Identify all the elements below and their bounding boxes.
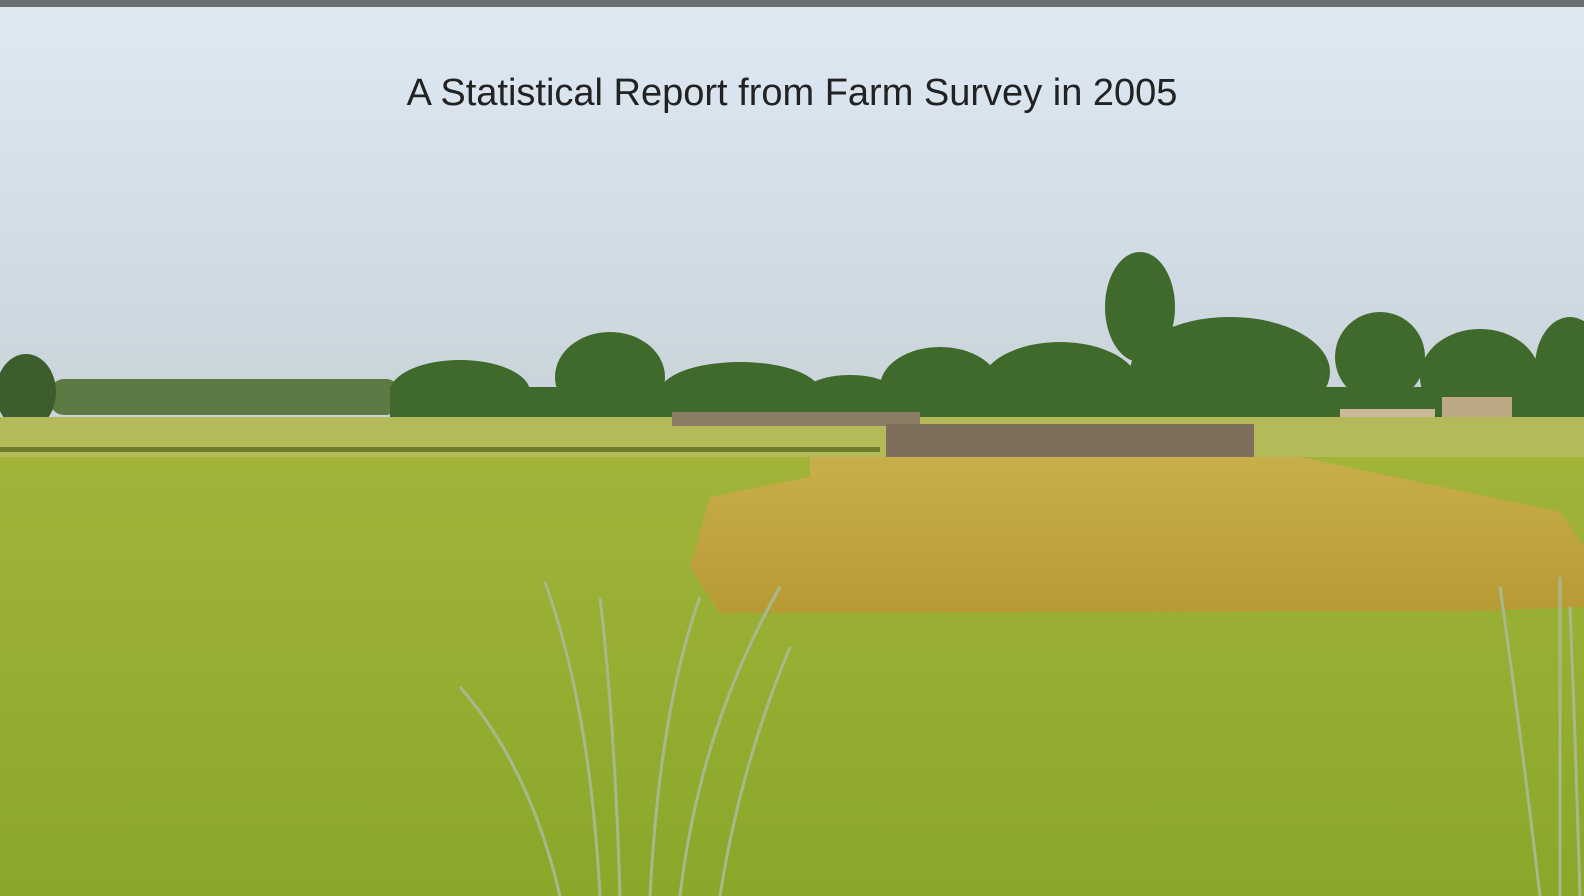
field-border [0,447,880,452]
top-bar [0,0,1584,7]
haystack-wall [886,424,1254,460]
haystack-wall [672,412,920,426]
report-title: A Statistical Report from Farm Survey in… [0,72,1584,115]
report-cover: A Statistical Report from Farm Survey in… [0,0,1584,896]
farm-photo [0,7,1584,896]
